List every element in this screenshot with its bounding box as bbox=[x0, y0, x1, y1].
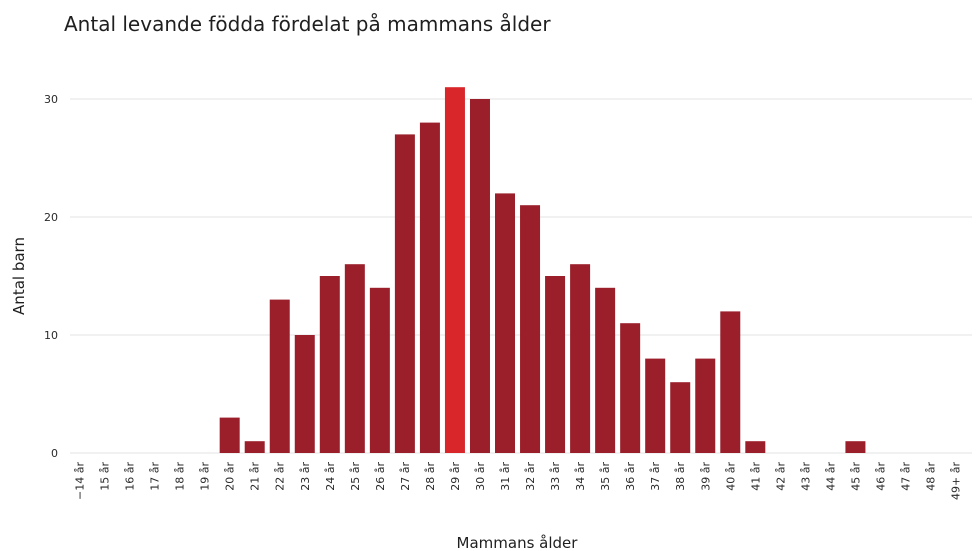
x-tick-label: 30 år bbox=[474, 462, 487, 491]
x-tick-label: 24 år bbox=[324, 462, 337, 491]
x-tick-label: 19 år bbox=[199, 462, 212, 491]
y-tick-label: 20 bbox=[44, 211, 58, 224]
bar-22 bbox=[595, 287, 616, 453]
bar-10 bbox=[294, 335, 315, 453]
bar-28 bbox=[745, 441, 766, 453]
bar-24 bbox=[645, 358, 666, 453]
x-tick-label: 38 år bbox=[674, 462, 687, 491]
x-axis-title: Mammans ålder bbox=[457, 534, 579, 551]
x-tick-label: 48 år bbox=[925, 462, 938, 491]
bar-32 bbox=[845, 441, 866, 453]
bar-23 bbox=[620, 323, 641, 453]
x-tick-label: 31 år bbox=[499, 462, 512, 491]
y-tick-label: 10 bbox=[44, 329, 58, 342]
x-tick-label: 35 år bbox=[599, 462, 612, 491]
x-tick-label: 34 år bbox=[574, 462, 587, 491]
bar-18 bbox=[495, 193, 516, 453]
x-tick-label: 46 år bbox=[874, 462, 887, 491]
bar-12 bbox=[344, 264, 365, 453]
x-tick-label: 43 år bbox=[799, 462, 812, 491]
x-tick-label: 22 år bbox=[274, 462, 287, 491]
x-tick-label: 49+ år bbox=[950, 462, 963, 500]
x-tick-label: 40 år bbox=[724, 462, 737, 491]
x-tick-label: 21 år bbox=[249, 462, 262, 491]
bar-8 bbox=[244, 441, 265, 453]
x-tick-label: 15 år bbox=[99, 462, 112, 491]
chart-title: Antal levande födda fördelat på mammans … bbox=[64, 12, 551, 36]
x-tick-label: 47 år bbox=[899, 462, 912, 491]
x-tick-label: −14 år bbox=[74, 462, 87, 500]
x-tick-label: 23 år bbox=[299, 462, 312, 491]
bar-27 bbox=[720, 311, 741, 453]
y-tick-label: 0 bbox=[51, 447, 58, 460]
bar-17 bbox=[469, 99, 490, 453]
bar-14 bbox=[394, 134, 415, 453]
x-tick-label: 36 år bbox=[624, 462, 637, 491]
bars bbox=[219, 87, 866, 453]
x-tick-label: 18 år bbox=[174, 462, 187, 491]
bar-21 bbox=[570, 264, 591, 453]
x-tick-label: 28 år bbox=[424, 462, 437, 491]
bar-11 bbox=[319, 276, 340, 453]
x-tick-label: 39 år bbox=[699, 462, 712, 491]
bar-16 bbox=[444, 87, 465, 453]
bar-13 bbox=[369, 287, 390, 453]
y-tick-labels: 0 10 20 30 bbox=[44, 93, 58, 460]
x-tick-label: 32 år bbox=[524, 462, 537, 491]
x-tick-label: 41 år bbox=[749, 462, 762, 491]
x-tick-label: 16 år bbox=[124, 462, 137, 491]
x-tick-label: 37 år bbox=[649, 462, 662, 491]
bar-26 bbox=[695, 358, 716, 453]
x-tick-label: 29 år bbox=[449, 462, 462, 491]
x-tick-label: 45 år bbox=[849, 462, 862, 491]
bar-7 bbox=[219, 417, 240, 453]
bar-19 bbox=[520, 205, 541, 453]
x-tick-label: 27 år bbox=[399, 462, 412, 491]
bar-15 bbox=[419, 122, 440, 453]
x-tick-label: 26 år bbox=[374, 462, 387, 491]
bar-9 bbox=[269, 299, 290, 453]
x-tick-label: 25 år bbox=[349, 462, 362, 491]
x-tick-label: 20 år bbox=[224, 462, 237, 491]
bar-20 bbox=[545, 276, 566, 453]
x-tick-label: 44 år bbox=[824, 462, 837, 491]
x-tick-label: 33 år bbox=[549, 462, 562, 491]
y-tick-label: 30 bbox=[44, 93, 58, 106]
y-axis-title: Antal barn bbox=[10, 237, 28, 315]
x-tick-label: 42 år bbox=[774, 462, 787, 491]
x-tick-labels: −14 år 15 år 16 år 17 år 18 år 19 år 20 år 21 å… bbox=[74, 462, 963, 500]
x-tick-label: 17 år bbox=[149, 462, 162, 491]
bar-25 bbox=[670, 382, 691, 453]
